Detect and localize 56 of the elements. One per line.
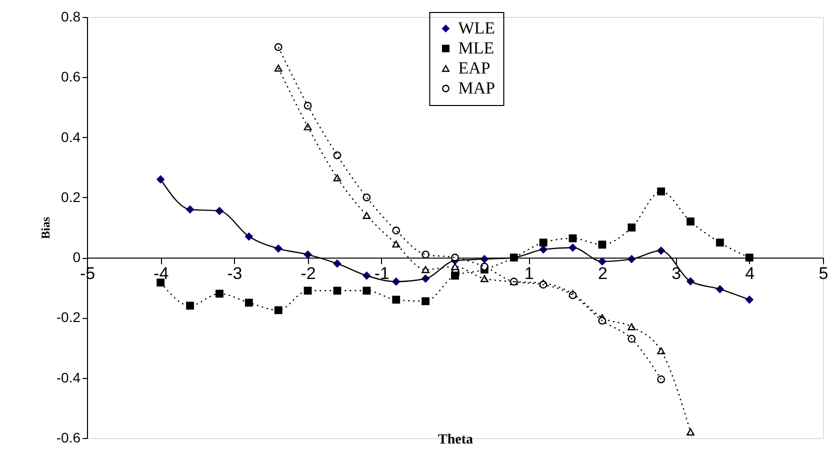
y-tick-label: 0.2 xyxy=(61,188,81,205)
point xyxy=(657,375,666,384)
x-tick-label: -4 xyxy=(154,264,169,284)
legend-label: MLE xyxy=(458,38,494,58)
x-tick-label: 3 xyxy=(672,264,682,284)
point xyxy=(304,286,312,295)
point xyxy=(392,296,400,304)
x-tick-label: 5 xyxy=(818,264,828,284)
point xyxy=(422,266,430,274)
point xyxy=(274,64,282,72)
point xyxy=(216,290,224,298)
point xyxy=(333,174,342,182)
point xyxy=(686,428,694,436)
y-tick-label: -0.6 xyxy=(56,430,81,446)
x-tick-label: -1 xyxy=(374,264,390,284)
y-tick-label: 0.4 xyxy=(61,128,81,145)
point xyxy=(362,193,371,202)
point xyxy=(392,226,400,234)
point xyxy=(422,250,430,259)
point xyxy=(628,323,636,330)
x-axis-title: Theta xyxy=(438,432,473,448)
point xyxy=(568,234,577,242)
point xyxy=(392,240,400,248)
y-tick-label: -0.2 xyxy=(56,309,81,326)
point xyxy=(657,187,666,196)
y-tick-label: 0.6 xyxy=(61,68,81,85)
point xyxy=(304,102,312,110)
point xyxy=(480,275,488,282)
legend-label: MAP xyxy=(458,78,496,98)
x-tick-label: -3 xyxy=(227,264,242,284)
y-axis-title: Bias xyxy=(38,216,52,240)
point xyxy=(362,286,371,295)
legend-label: WLE xyxy=(458,18,496,38)
y-tick-label: -0.4 xyxy=(56,369,81,386)
x-tick-label: -2 xyxy=(300,264,316,284)
legend-label: EAP xyxy=(458,58,490,78)
y-tick-label: 0.8 xyxy=(61,8,81,24)
x-tick-label: 1 xyxy=(524,264,534,284)
point xyxy=(628,334,636,343)
x-tick-label: 4 xyxy=(745,264,755,284)
point xyxy=(745,254,754,262)
point xyxy=(333,286,342,295)
point xyxy=(657,347,666,354)
point xyxy=(274,306,282,314)
point xyxy=(686,218,694,226)
point xyxy=(156,278,165,286)
point xyxy=(244,298,253,307)
point xyxy=(716,238,724,246)
point xyxy=(539,238,548,246)
point xyxy=(628,224,636,232)
point xyxy=(186,302,194,310)
x-tick-label: 2 xyxy=(598,264,608,284)
point xyxy=(422,297,430,306)
y-tick-label: 0 xyxy=(72,249,81,266)
point xyxy=(274,43,282,52)
point xyxy=(598,240,606,249)
